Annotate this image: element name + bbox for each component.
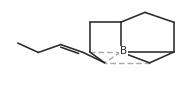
Text: B: B: [120, 46, 127, 57]
